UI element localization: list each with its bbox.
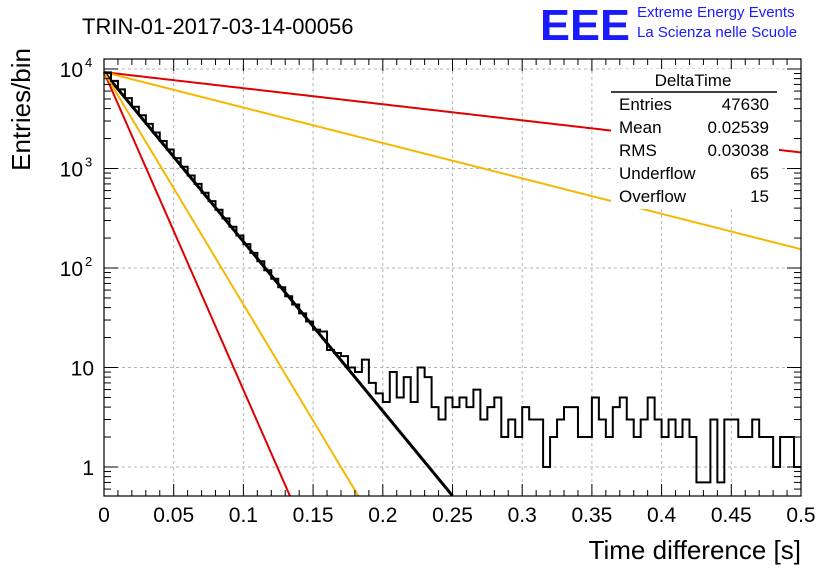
- x-tick-label: 0.25: [432, 504, 473, 527]
- stats-label: Entries: [619, 95, 672, 114]
- x-tick-label: 0.4: [647, 504, 677, 527]
- stats-box: DeltaTime Entries 47630 Mean 0.02539 RMS 0.03…: [611, 69, 779, 209]
- x-tick-label: 0.3: [508, 504, 537, 527]
- stats-value: 47630: [722, 95, 769, 114]
- stats-label: Mean: [619, 118, 662, 137]
- fit-curve: [103, 71, 802, 251]
- x-tick-label: 0: [98, 504, 110, 527]
- logo-subtitle-1: Extreme Energy Events: [637, 4, 795, 21]
- y-tick-label: 10: [60, 59, 83, 82]
- stats-value: 0.02539: [708, 118, 769, 137]
- histogram: [104, 71, 801, 484]
- stats-label: Overflow: [619, 187, 687, 206]
- stats-title: DeltaTime: [655, 71, 732, 90]
- x-axis-label: Time difference [s]: [589, 535, 801, 565]
- y-tick-exponent: 3: [85, 155, 92, 170]
- stats-value: 65: [750, 164, 769, 183]
- stats-label: RMS: [619, 141, 657, 160]
- x-tick-label: 0.35: [571, 504, 612, 527]
- fit-curve: [103, 71, 360, 497]
- y-tick-label: 10: [71, 358, 94, 381]
- stats-value: 0.03038: [708, 141, 769, 160]
- y-tick-label: 1: [82, 457, 94, 480]
- y-axis-label: Entries/bin: [6, 48, 36, 171]
- x-tick-label: 0.1: [229, 504, 258, 527]
- y-tick-exponent: 2: [85, 254, 92, 269]
- x-tick-label: 0.2: [368, 504, 397, 527]
- x-tick-label: 0.05: [153, 504, 194, 527]
- y-tick-label: 10: [60, 258, 83, 281]
- x-tick-label: 0.5: [786, 504, 815, 527]
- y-tick-label: 10: [60, 159, 83, 182]
- eee-logo: EEE: [540, 1, 630, 50]
- x-tick-labels: 0 0.05 0.1 0.15 0.2 0.25 0.3 0.35 0.4 0.45 0.5: [98, 504, 815, 527]
- stats-value: 15: [750, 187, 769, 206]
- axis-ticks: [103, 59, 802, 496]
- x-tick-label: 0.45: [711, 504, 752, 527]
- fit-curve: [103, 71, 291, 497]
- y-tick-exponent: 4: [85, 55, 92, 70]
- logo-subtitle-2: La Scienza nelle Scuole: [637, 24, 797, 41]
- stats-label: Underflow: [619, 164, 696, 183]
- chart-title: TRIN-01-2017-03-14-00056: [82, 14, 354, 39]
- x-tick-label: 0.15: [293, 504, 334, 527]
